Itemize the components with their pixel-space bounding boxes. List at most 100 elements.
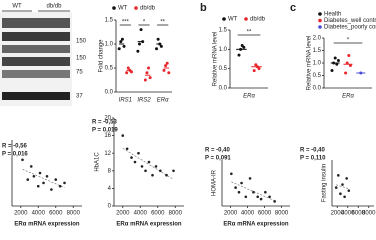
trend-line xyxy=(336,184,349,190)
data-point xyxy=(332,61,336,65)
blot-band xyxy=(2,92,70,100)
lane-label: db/db xyxy=(46,4,62,10)
data-point xyxy=(264,190,267,194)
data-point xyxy=(347,54,351,57)
significance: * xyxy=(347,38,350,44)
data-point xyxy=(137,42,141,46)
y-tick-label: 20 xyxy=(104,116,111,122)
y-tick-label: 1.5 xyxy=(105,18,114,24)
y-tick-label: 1.5 xyxy=(219,28,228,34)
x-tick-label: 8000 xyxy=(67,211,81,217)
data-point xyxy=(143,78,147,82)
x-tick-label: 2000 xyxy=(116,211,130,217)
legend-marker xyxy=(112,6,116,10)
legend-marker xyxy=(318,25,322,29)
data-point xyxy=(330,69,334,72)
y-tick-label: 1.0 xyxy=(105,42,114,48)
data-point xyxy=(336,59,340,62)
data-point xyxy=(167,71,171,75)
y-tick-label: 1.5 xyxy=(313,48,322,54)
marker-label: 150 xyxy=(76,56,87,62)
data-point xyxy=(130,156,133,159)
chart-panel: 2000 4000 6000 8000 0 4 8 12 16 20 HbA1C ERα mRNA e… xyxy=(92,116,184,228)
data-point xyxy=(144,169,147,173)
blot-band xyxy=(2,70,70,78)
x-tick-label: 4000 xyxy=(241,211,255,217)
y-axis-label: Fold change xyxy=(99,39,105,73)
stat-annotation: R = -0,56 xyxy=(2,144,28,150)
data-point xyxy=(158,42,162,46)
data-point xyxy=(257,67,261,71)
data-point xyxy=(145,71,149,75)
x-tick-label: 8000 xyxy=(362,211,376,217)
x-tick-label: 6000 xyxy=(151,211,165,217)
data-point xyxy=(141,40,145,44)
data-point xyxy=(345,61,349,65)
x-tick-label: 4000 xyxy=(32,211,46,217)
legend-label: db/db xyxy=(140,6,156,12)
data-point xyxy=(345,177,349,180)
x-tick-label: 2000 xyxy=(331,211,345,217)
western-blot: WT db/db 150 150 75 37 xyxy=(0,4,87,106)
data-point xyxy=(148,76,152,80)
data-point xyxy=(63,181,66,185)
y-tick-label: 0.5 xyxy=(219,66,228,72)
data-point xyxy=(58,184,62,188)
data-point xyxy=(151,173,154,177)
data-point xyxy=(125,71,129,75)
data-point xyxy=(26,178,30,181)
data-point xyxy=(268,195,271,199)
stat-annotation: R = -0,40 xyxy=(205,148,231,154)
stat-annotation: P = 0,110 xyxy=(300,156,326,162)
significance: ** xyxy=(247,30,252,36)
y-axis-label: HOMA-IR xyxy=(212,169,218,196)
data-point xyxy=(237,53,241,57)
data-point xyxy=(252,190,255,194)
data-point xyxy=(155,47,159,51)
data-point xyxy=(273,200,277,203)
x-tick-label: 8000 xyxy=(169,211,183,217)
legend-label: db/db xyxy=(250,17,266,23)
marker-label: 75 xyxy=(76,70,83,76)
data-point xyxy=(333,56,337,60)
data-point xyxy=(140,165,144,168)
x-tick-label: 6000 xyxy=(49,211,63,217)
chart-panel: 2000 4000 6000 8000 ERα mRNA expression R = -… xyxy=(2,140,82,228)
x-tick-label: 6000 xyxy=(352,211,366,217)
y-tick-label: 1.0 xyxy=(219,47,228,53)
data-point xyxy=(334,186,338,189)
data-point xyxy=(259,197,263,201)
chart-panel: 0.0 0.5 1.0 1.5 Fold change IRS1 *** IRS2 * ERα **… xyxy=(99,6,172,104)
data-point xyxy=(242,45,246,49)
data-point xyxy=(129,70,133,74)
data-point xyxy=(337,174,340,177)
data-point xyxy=(164,64,168,68)
marker-label: 150 xyxy=(76,39,87,45)
legend-label: WT xyxy=(118,6,128,12)
y-axis-label: Relative mRNA level xyxy=(213,32,219,87)
data-point xyxy=(147,160,151,164)
blot-band xyxy=(2,57,70,66)
data-point xyxy=(256,195,260,199)
data-point xyxy=(341,183,344,186)
x-tick-label: ERα xyxy=(157,98,169,104)
data-point xyxy=(29,165,33,168)
data-point xyxy=(36,184,40,188)
x-tick-label: 6000 xyxy=(258,211,272,217)
chart-panel: 2000 4000 6000 8000 HOMA-IR ERα mRNA expressi… xyxy=(205,148,290,228)
data-point xyxy=(344,71,348,75)
data-point xyxy=(117,47,121,51)
legend-label: Diabetes_well control xyxy=(324,18,376,24)
data-point xyxy=(343,195,346,199)
stat-annotation: P = 0,091 xyxy=(205,156,231,162)
legend-label: Diabetes_poorly control xyxy=(324,25,376,31)
data-point xyxy=(133,160,137,164)
x-tick-label: 4000 xyxy=(134,211,148,217)
data-point xyxy=(147,66,151,70)
data-point xyxy=(119,40,123,44)
data-point xyxy=(244,195,248,199)
stat-annotation: P = 0,019 xyxy=(92,128,118,134)
legend-marker xyxy=(318,12,322,16)
stat-annotation: R = -0,40 xyxy=(300,148,326,154)
data-point xyxy=(121,134,125,137)
